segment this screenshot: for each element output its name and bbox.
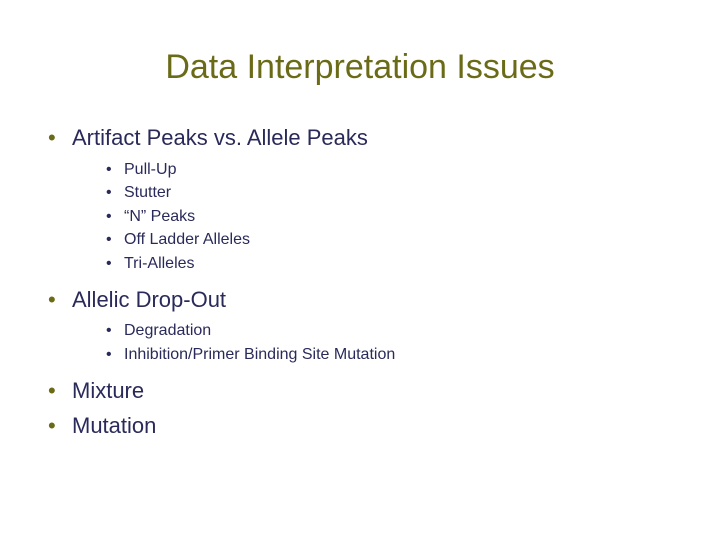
lvl1-text: Artifact Peaks vs. Allele Peaks [72, 125, 368, 150]
lvl2-item: “N” Peaks [106, 206, 680, 228]
lvl2-item: Inhibition/Primer Binding Site Mutation [106, 344, 680, 366]
slide-title: Data Interpretation Issues [40, 48, 680, 87]
lvl1-text: Mutation [72, 413, 156, 438]
lvl2-item: Pull-Up [106, 159, 680, 181]
lvl1-item: Artifact Peaks vs. Allele Peaks Pull-Up … [48, 123, 680, 275]
lvl2-item: Stutter [106, 182, 680, 204]
lvl2-item: Degradation [106, 320, 680, 342]
lvl1-item: Allelic Drop-Out Degradation Inhibition/… [48, 285, 680, 366]
lvl1-text: Mixture [72, 378, 144, 403]
bullet-list-lvl1: Artifact Peaks vs. Allele Peaks Pull-Up … [40, 123, 680, 441]
bullet-list-lvl2: Pull-Up Stutter “N” Peaks Off Ladder All… [72, 159, 680, 275]
lvl2-item: Off Ladder Alleles [106, 229, 680, 251]
lvl1-item: Mutation [48, 411, 680, 441]
slide: Data Interpretation Issues Artifact Peak… [0, 0, 720, 540]
lvl1-text: Allelic Drop-Out [72, 287, 226, 312]
lvl2-item: Tri-Alleles [106, 253, 680, 275]
bullet-list-lvl2: Degradation Inhibition/Primer Binding Si… [72, 320, 680, 365]
lvl1-item: Mixture [48, 376, 680, 406]
